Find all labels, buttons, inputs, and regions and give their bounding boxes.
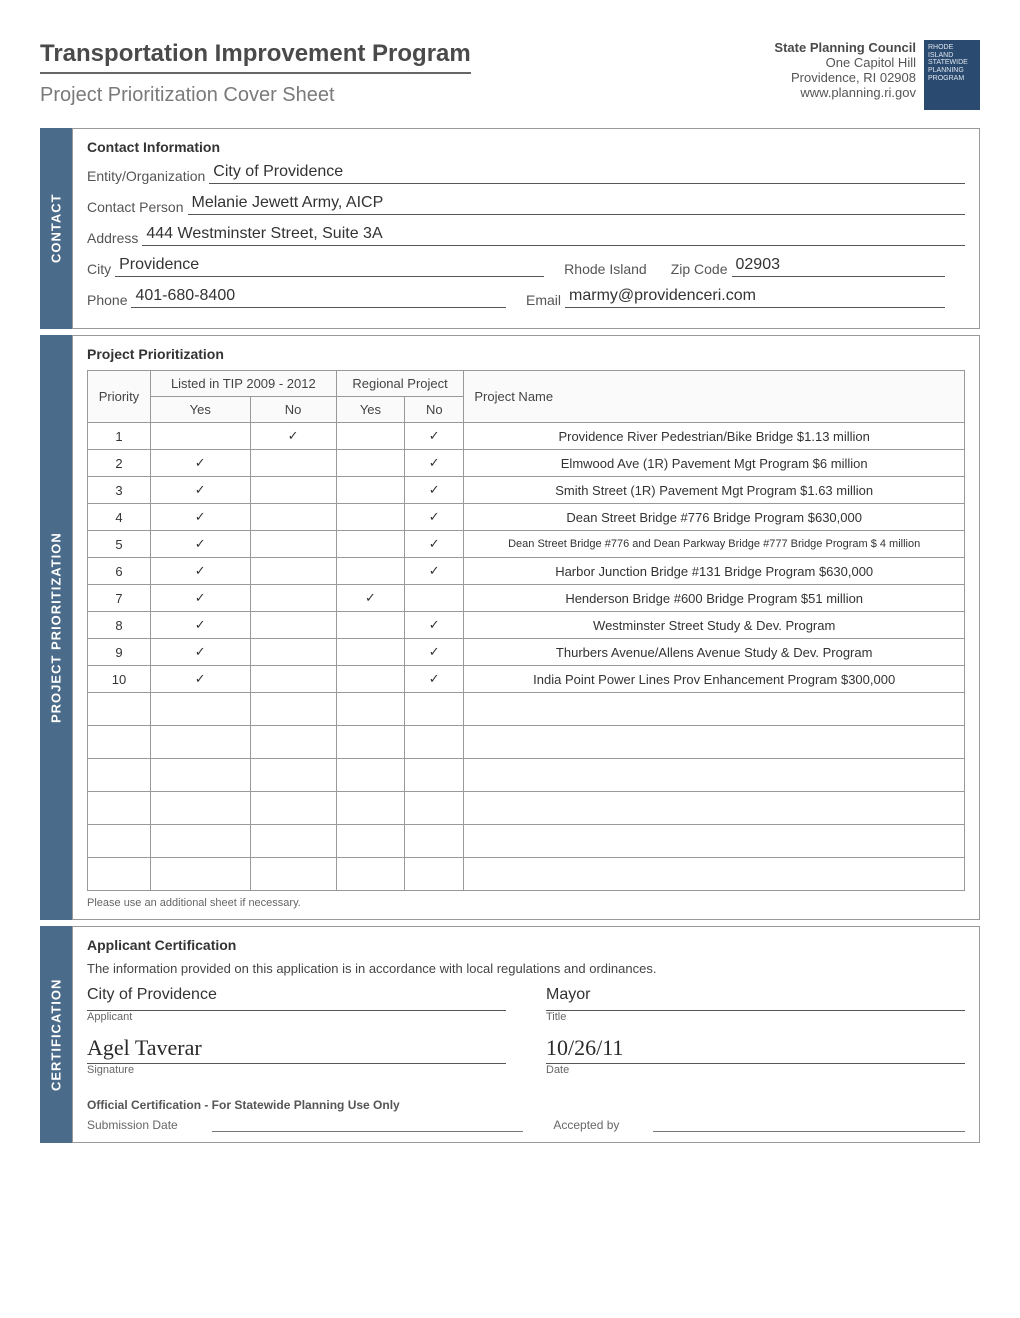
prioritization-footnote: Please use an additional sheet if necess… [87,897,965,909]
date-sub: Date [546,1064,965,1076]
contact-title: Contact Information [87,139,965,155]
page-subtitle: Project Prioritization Cover Sheet [40,84,471,107]
title-sub: Title [546,1011,965,1023]
date-value: 10/26/11 [546,1035,965,1064]
table-row: 5✓✓Dean Street Bridge #776 and Dean Park… [88,531,965,558]
council-address: State Planning Council One Capitol Hill … [774,40,916,100]
zip-label: Zip Code [671,261,728,277]
table-row [88,693,965,726]
contact-body: Contact Information Entity/Organization … [72,128,980,329]
table-row: 4✓✓Dean Street Bridge #776 Bridge Progra… [88,504,965,531]
submission-line [212,1118,524,1132]
email-label: Email [526,292,561,308]
page-header: Transportation Improvement Program Proje… [40,40,980,110]
official-title: Official Certification - For Statewide P… [87,1098,965,1112]
prioritization-tab: PROJECT PRIORITIZATION [40,335,72,920]
certification-section: CERTIFICATION Applicant Certification Th… [40,926,980,1143]
table-row: 10✓✓India Point Power Lines Prov Enhance… [88,666,965,693]
person-value: Melanie Jewett Army, AICP [188,194,966,215]
table-row [88,759,965,792]
prioritization-section: PROJECT PRIORITIZATION Project Prioritiz… [40,335,980,920]
table-row: 1✓✓Providence River Pedestrian/Bike Brid… [88,423,965,450]
title-value: Mayor [546,986,965,1011]
table-row [88,825,965,858]
table-row: 9✓✓Thurbers Avenue/Allens Avenue Study &… [88,639,965,666]
zip-value: 02903 [732,256,946,277]
prioritization-body: Project Prioritization Priority Listed i… [72,335,980,920]
contact-section: CONTACT Contact Information Entity/Organ… [40,128,980,329]
table-row: 7✓✓Henderson Bridge #600 Bridge Program … [88,585,965,612]
submission-label: Submission Date [87,1118,178,1132]
address-label: Address [87,230,138,246]
col-tip-no: No [250,397,336,423]
col-regional: Regional Project [336,371,464,397]
certification-title: Applicant Certification [87,937,965,953]
person-label: Contact Person [87,199,184,215]
table-row [88,858,965,891]
phone-value: 401-680-8400 [131,287,506,308]
state-logo: RHODE ISLAND STATEWIDE PLANNING PROGRAM [924,40,980,110]
signature-value: Agel Taverar [87,1035,506,1064]
table-row: 3✓✓Smith Street (1R) Pavement Mgt Progra… [88,477,965,504]
col-tip: Listed in TIP 2009 - 2012 [150,371,336,397]
applicant-sub: Applicant [87,1011,506,1023]
accepted-line [653,1118,965,1132]
council-addr1: One Capitol Hill [774,55,916,70]
city-label: City [87,261,111,277]
address-value: 444 Westminster Street, Suite 3A [142,225,965,246]
table-row: 2✓✓Elmwood Ave (1R) Pavement Mgt Program… [88,450,965,477]
prioritization-title: Project Prioritization [87,346,965,362]
page-title: Transportation Improvement Program [40,40,471,74]
city-value: Providence [115,256,544,277]
council-web: www.planning.ri.gov [774,85,916,100]
phone-label: Phone [87,292,127,308]
header-right: State Planning Council One Capitol Hill … [774,40,980,110]
entity-label: Entity/Organization [87,168,205,184]
entity-value: City of Providence [209,163,965,184]
certification-tab: CERTIFICATION [40,926,72,1143]
council-addr2: Providence, RI 02908 [774,70,916,85]
table-row: 6✓✓Harbor Junction Bridge #131 Bridge Pr… [88,558,965,585]
council-name: State Planning Council [774,40,916,55]
applicant-value: City of Providence [87,986,506,1011]
col-name: Project Name [464,371,965,423]
col-priority: Priority [88,371,151,423]
accepted-label: Accepted by [553,1118,619,1132]
official-row: Submission Date Accepted by [87,1118,965,1132]
signature-sub: Signature [87,1064,506,1076]
certification-grid: City of Providence Applicant Agel Tavera… [87,986,965,1088]
col-reg-no: No [405,397,464,423]
col-reg-yes: Yes [336,397,404,423]
contact-tab: CONTACT [40,128,72,329]
priority-table: Priority Listed in TIP 2009 - 2012 Regio… [87,370,965,891]
certification-body: Applicant Certification The information … [72,926,980,1143]
header-left: Transportation Improvement Program Proje… [40,40,471,107]
certification-text: The information provided on this applica… [87,961,965,976]
table-row [88,726,965,759]
email-value: marmy@providenceri.com [565,287,945,308]
table-row: 8✓✓Westminster Street Study & Dev. Progr… [88,612,965,639]
col-tip-yes: Yes [150,397,250,423]
state-label: Rhode Island [564,261,647,277]
table-row [88,792,965,825]
